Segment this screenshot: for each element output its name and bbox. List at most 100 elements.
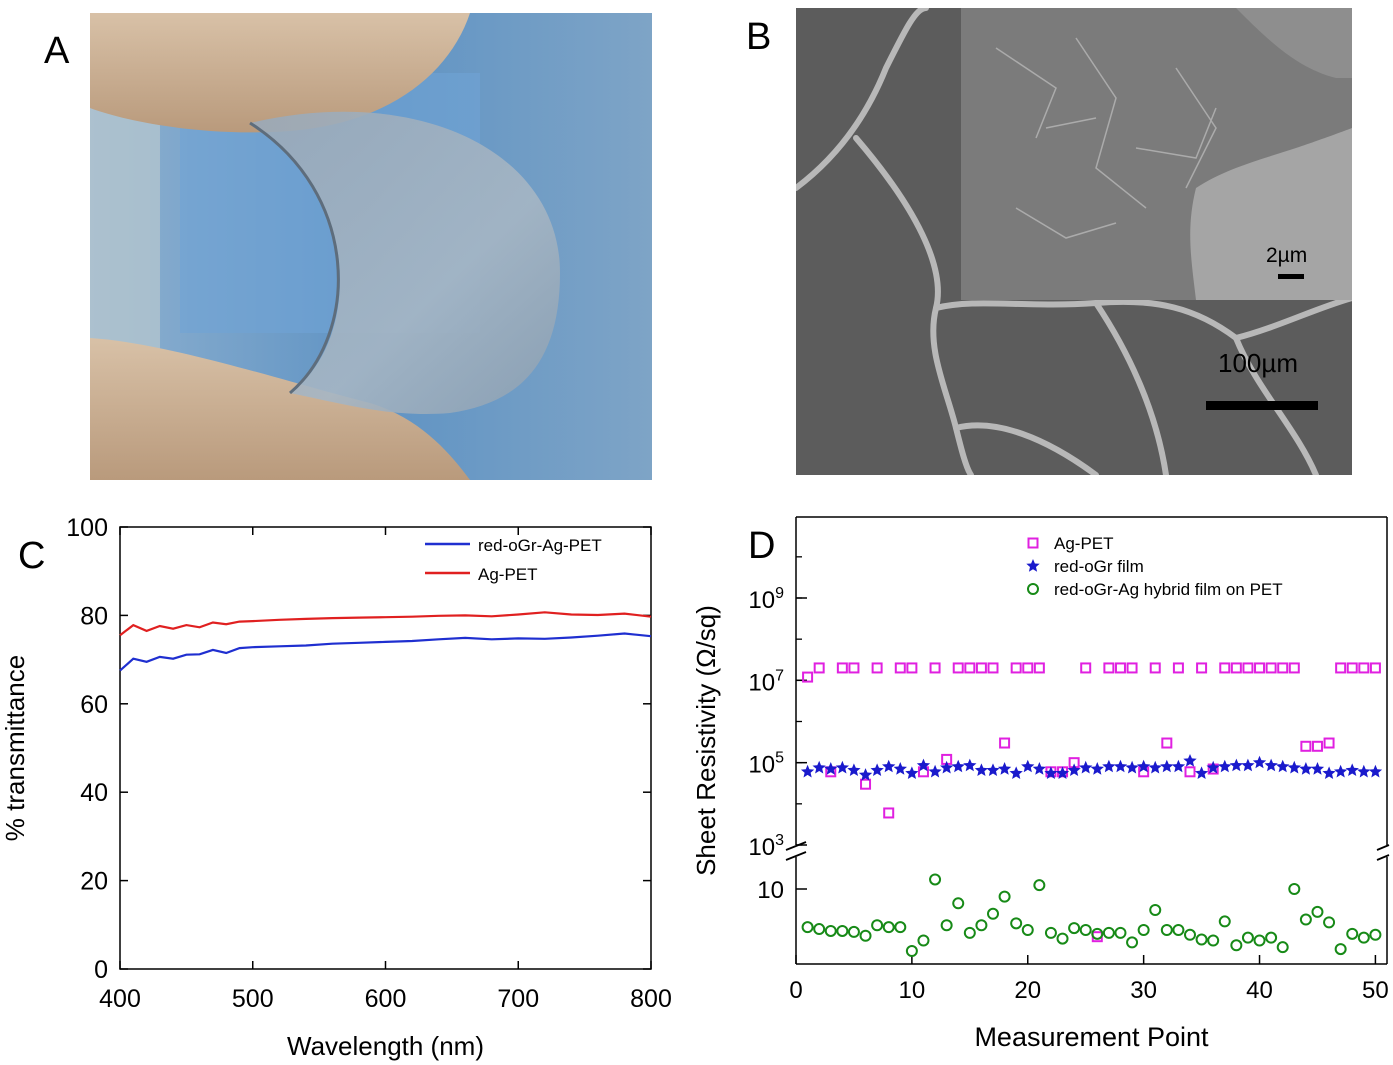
x-tick-label-3: 700 [497, 985, 539, 1013]
point-2-25 [1091, 927, 1104, 940]
legend-label-1: red-oGr film [1054, 557, 1144, 576]
point-0-11 [929, 662, 941, 674]
point-2-3 [836, 924, 849, 937]
point-2-39 [1253, 934, 1266, 947]
point-2-34 [1195, 933, 1208, 946]
point-2-45 [1323, 916, 1336, 929]
point-2-22 [1056, 932, 1069, 945]
point-0-34 [1196, 662, 1208, 674]
point-2-9 [905, 945, 918, 957]
point-2-33 [1184, 928, 1196, 941]
x-tick-label-4: 40 [1246, 977, 1273, 1004]
point-0-30 [1149, 662, 1161, 674]
point-0-33 [1184, 766, 1196, 778]
point-0-48 [1358, 662, 1370, 674]
inset-scale-bar [1278, 274, 1304, 279]
point-2-6 [871, 919, 884, 932]
point-0-0 [802, 671, 814, 683]
point-1-22 [1055, 766, 1070, 779]
sem-image: 2µm 100µm [796, 8, 1352, 475]
point-1-26 [1102, 759, 1116, 773]
point-0-31 [1161, 737, 1173, 749]
y-tick-label-1: 105 [748, 750, 784, 779]
point-2-4 [847, 925, 860, 938]
point-2-12 [940, 919, 953, 932]
axis-break-left-1 [785, 841, 807, 851]
point-0-17 [999, 737, 1011, 749]
point-1-46 [1334, 764, 1348, 778]
point-1-17 [997, 762, 1012, 775]
panel-letter-a: A [44, 30, 70, 72]
point-2-28 [1126, 936, 1139, 949]
point-1-7 [882, 759, 896, 773]
point-2-44 [1311, 905, 1324, 918]
point-1-9 [905, 766, 919, 779]
point-2-8 [894, 921, 907, 934]
point-1-36 [1218, 759, 1232, 773]
point-0-9 [906, 662, 918, 674]
point-2-5 [859, 929, 872, 942]
point-1-13 [951, 759, 965, 773]
y-tick-label-lower: 10 [757, 877, 784, 904]
y-tick-label-3: 109 [748, 585, 784, 614]
axis-break-right-2 [1376, 854, 1390, 861]
point-1-11 [928, 764, 942, 778]
point-0-20 [1033, 662, 1045, 674]
point-2-30 [1149, 903, 1162, 916]
point-0-49 [1369, 662, 1381, 674]
point-0-5 [860, 778, 872, 790]
x-tick-label-0: 400 [99, 985, 141, 1013]
x-tick-label-2: 20 [1014, 977, 1041, 1004]
x-axis-label: Measurement Point [974, 1022, 1209, 1052]
y-tick-label-0: 103 [748, 832, 784, 861]
point-1-45 [1322, 766, 1336, 779]
point-1-18 [1009, 766, 1023, 779]
point-0-3 [836, 662, 848, 674]
legend-label-0: red-oGr-Ag-PET [478, 536, 602, 555]
point-2-13 [952, 897, 965, 910]
point-2-31 [1160, 924, 1173, 937]
legend-label-0: Ag-PET [1054, 534, 1114, 553]
point-1-21 [1044, 766, 1058, 779]
point-0-37 [1230, 662, 1242, 674]
point-1-42 [1287, 760, 1301, 774]
y-tick-label-5: 100 [66, 514, 108, 542]
point-0-13 [952, 662, 964, 674]
inset-scale-label: 2µm [1266, 244, 1308, 267]
point-1-40 [1264, 758, 1278, 772]
y-axis-label: Sheet Resistivity (Ω/sq) [691, 605, 721, 876]
point-0-16 [987, 662, 999, 674]
point-1-33 [1183, 754, 1197, 767]
point-2-47 [1346, 927, 1359, 940]
y-tick-label-2: 107 [748, 667, 784, 696]
series-0 [802, 662, 1381, 943]
legend-marker-1 [1026, 559, 1040, 572]
point-0-42 [1288, 662, 1300, 674]
point-0-38 [1242, 662, 1254, 674]
point-0-18 [1010, 662, 1022, 674]
point-0-7 [883, 807, 895, 819]
point-1-19 [1021, 759, 1035, 773]
point-1-41 [1276, 759, 1290, 773]
point-0-14 [964, 662, 976, 674]
x-tick-label-2: 600 [365, 985, 407, 1013]
point-2-48 [1357, 931, 1370, 944]
y-axis-label: % transmittance [0, 655, 30, 841]
point-2-20 [1033, 879, 1046, 892]
point-2-15 [975, 919, 988, 932]
point-1-32 [1171, 759, 1186, 773]
point-1-47 [1345, 763, 1359, 776]
series-line-red-oGr-Ag-PET [119, 632, 652, 672]
point-1-1 [812, 760, 826, 774]
point-0-24 [1080, 662, 1092, 674]
point-1-12 [940, 760, 954, 774]
point-0-27 [1114, 662, 1126, 674]
point-1-34 [1194, 766, 1209, 779]
point-2-43 [1299, 913, 1312, 926]
point-1-37 [1229, 758, 1243, 772]
y-tick-label-2: 40 [80, 779, 108, 807]
point-1-31 [1160, 759, 1174, 773]
photo-flexible-film [90, 13, 652, 480]
point-0-26 [1103, 662, 1115, 674]
point-1-3 [835, 760, 849, 774]
